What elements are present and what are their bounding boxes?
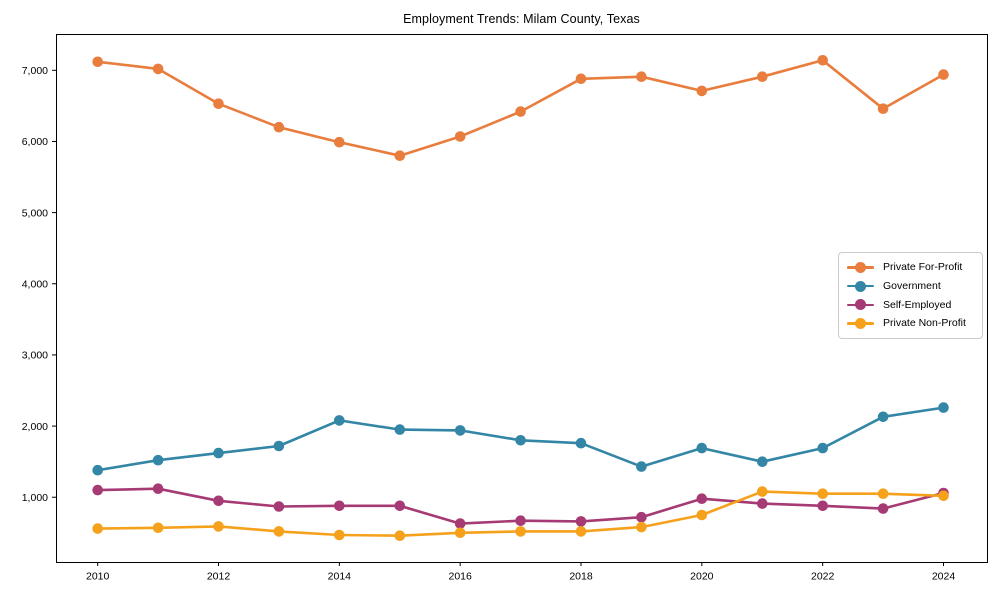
data-point-private-non-profit-2016: [454, 527, 466, 539]
x-tick-label: 2016: [448, 571, 472, 583]
data-point-self-employed-2019: [636, 511, 647, 523]
data-point-private-non-profit-2023: [877, 488, 889, 500]
line-dot-icon: [847, 318, 874, 330]
data-point-private-non-profit-2024: [938, 490, 949, 502]
legend-item-private-for-profit: Private For-Profit: [847, 258, 976, 277]
x-tick-label: 2020: [690, 571, 714, 583]
data-point-private-non-profit-2021: [757, 486, 768, 497]
data-point-government-2018: [575, 437, 587, 449]
data-point-private-non-profit-2012: [213, 521, 224, 532]
legend-item-government: Government: [847, 277, 976, 296]
legend-label: Government: [883, 279, 941, 292]
data-point-private-for-profit-2018: [575, 73, 587, 85]
data-point-private-for-profit-2021: [757, 71, 768, 82]
y-tick-label: 1,000: [22, 492, 48, 504]
data-point-government-2017: [515, 435, 526, 446]
legend: Private For-Profit Government Self-Emplo…: [838, 252, 983, 339]
data-point-government-2022: [817, 442, 828, 454]
data-point-self-employed-2015: [394, 500, 406, 512]
data-point-private-for-profit-2012: [213, 98, 224, 109]
data-point-private-non-profit-2013: [273, 526, 285, 537]
data-point-government-2019: [636, 461, 647, 472]
data-point-private-for-profit-2016: [454, 131, 466, 142]
data-point-government-2020: [696, 442, 708, 454]
legend-item-self-employed: Self-Employed: [847, 296, 976, 315]
plot-border: [56, 34, 988, 563]
data-point-self-employed-2012: [213, 495, 224, 507]
data-point-government-2011: [152, 454, 164, 466]
y-tick-label: 5,000: [22, 207, 48, 219]
data-point-self-employed-2017: [515, 515, 526, 526]
y-tick-label: 2,000: [22, 421, 48, 433]
data-point-self-employed-2020: [696, 493, 708, 505]
data-point-self-employed-2021: [757, 498, 768, 509]
data-point-private-for-profit-2014: [334, 136, 345, 148]
data-point-self-employed-2013: [273, 501, 285, 512]
data-point-government-2015: [394, 424, 406, 435]
data-point-government-2014: [334, 415, 345, 426]
chart-title: Employment Trends: Milam County, Texas: [403, 12, 640, 26]
data-point-self-employed-2010: [92, 484, 103, 496]
data-point-private-for-profit-2011: [152, 63, 164, 75]
y-tick-label: 6,000: [22, 136, 48, 148]
legend-label: Self-Employed: [883, 298, 952, 311]
data-point-private-for-profit-2020: [696, 85, 708, 97]
data-point-government-2010: [92, 464, 103, 476]
data-point-private-for-profit-2023: [877, 103, 889, 114]
data-point-government-2013: [273, 440, 285, 452]
data-point-private-for-profit-2024: [938, 69, 949, 80]
x-tick-label: 2010: [86, 571, 110, 583]
data-point-private-non-profit-2018: [575, 526, 587, 537]
data-point-private-for-profit-2017: [515, 106, 526, 117]
legend-label: Private For-Profit: [883, 261, 963, 274]
data-point-government-2024: [938, 402, 949, 413]
data-point-private-for-profit-2013: [273, 121, 285, 133]
data-point-private-non-profit-2010: [92, 523, 103, 534]
legend-label: Private Non-Profit: [883, 317, 966, 330]
data-point-government-2012: [213, 447, 224, 459]
data-point-government-2016: [454, 425, 466, 436]
data-point-government-2021: [757, 456, 768, 468]
data-point-private-for-profit-2022: [817, 55, 828, 66]
x-tick-label: 2024: [932, 571, 956, 583]
data-point-government-2023: [877, 411, 889, 423]
data-point-private-non-profit-2022: [817, 488, 828, 500]
data-point-self-employed-2016: [454, 518, 466, 529]
y-tick-label: 4,000: [22, 278, 48, 290]
x-tick-label: 2014: [328, 571, 352, 583]
data-point-self-employed-2014: [334, 500, 345, 512]
data-point-private-non-profit-2011: [152, 522, 164, 534]
data-point-private-non-profit-2014: [334, 529, 345, 541]
data-point-private-non-profit-2015: [394, 530, 406, 541]
data-point-self-employed-2023: [877, 503, 889, 514]
x-tick-label: 2012: [207, 571, 231, 583]
legend-item-private-non-profit: Private Non-Profit: [847, 314, 976, 333]
y-tick-label: 7,000: [22, 65, 48, 77]
line-dot-icon: [847, 299, 874, 311]
x-tick-label: 2018: [569, 571, 593, 583]
data-point-self-employed-2018: [575, 516, 587, 527]
data-point-private-for-profit-2010: [92, 56, 103, 68]
y-tick-label: 3,000: [22, 350, 48, 362]
x-tick-label: 2022: [811, 571, 835, 583]
data-point-private-for-profit-2019: [636, 71, 647, 82]
line-dot-icon: [847, 261, 874, 273]
data-point-self-employed-2011: [152, 483, 164, 495]
data-point-private-for-profit-2015: [394, 150, 406, 161]
data-point-private-non-profit-2019: [636, 521, 647, 533]
data-point-private-non-profit-2020: [696, 509, 708, 521]
data-point-self-employed-2022: [817, 500, 828, 512]
data-point-private-non-profit-2017: [515, 526, 526, 537]
line-dot-icon: [847, 280, 874, 292]
